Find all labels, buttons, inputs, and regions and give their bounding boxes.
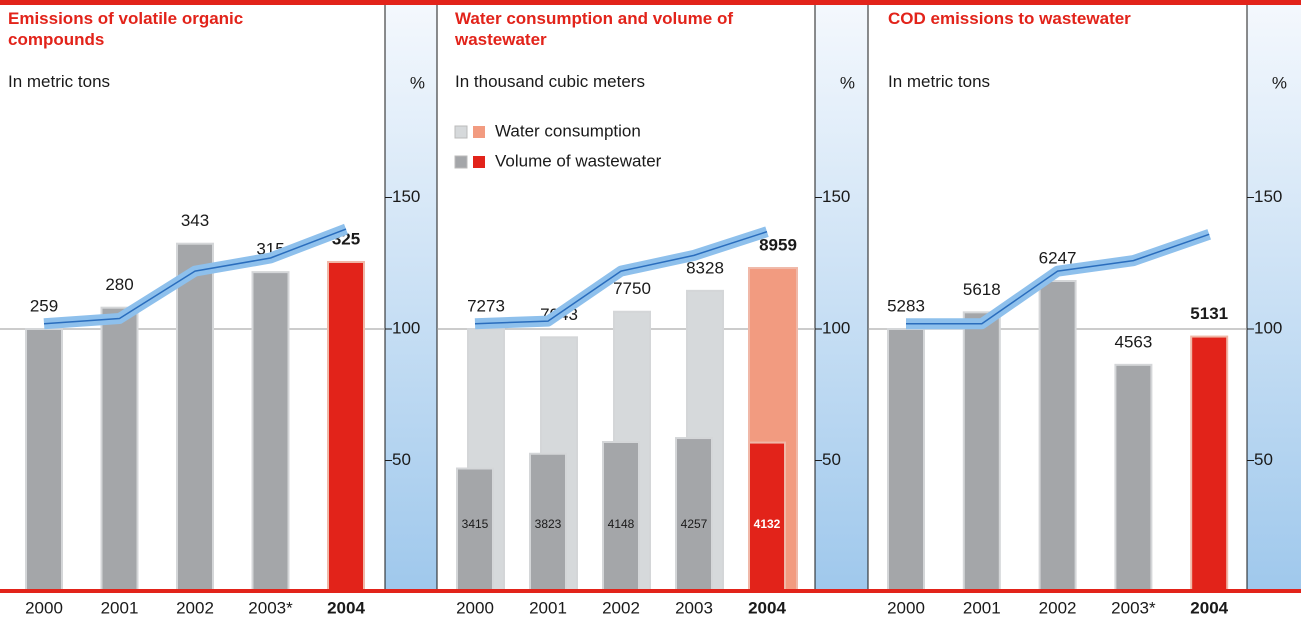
bar: [675, 437, 713, 593]
x-tick-label: 2002: [602, 598, 640, 617]
bar: [1114, 363, 1153, 593]
value-label: 4148: [608, 517, 635, 531]
x-tick-label: 2003*: [248, 598, 293, 617]
bar: [529, 452, 567, 593]
y2-tick-label: 50: [392, 450, 411, 469]
bar: [25, 328, 63, 593]
x-tick-label: 2002: [1039, 598, 1077, 617]
x-tick-label: 2004: [327, 598, 365, 617]
panel-title: Emissions of volatile organic compounds: [8, 9, 244, 49]
legend-swatch: [454, 155, 468, 169]
value-label: 5131: [1190, 304, 1228, 323]
percent-strip: [1247, 5, 1301, 592]
value-label: 259: [30, 296, 58, 315]
line: [906, 233, 1210, 325]
panel-title: Water consumption and volume of wastewat…: [455, 9, 733, 49]
x-tick-label: 2001: [529, 598, 567, 617]
legend-swatch: [454, 125, 468, 139]
legend-label: Water consumption: [495, 121, 641, 140]
panel-subtitle: In metric tons: [888, 72, 991, 91]
y2-tick-label: 150: [1254, 187, 1282, 206]
y2-tick-label: 100: [822, 318, 850, 337]
line: [43, 228, 347, 325]
value-label: 7750: [613, 279, 651, 298]
x-tick-label: 2002: [176, 598, 214, 617]
x-tick-label: 2004: [1190, 598, 1228, 617]
x-tick-label: 2000: [887, 598, 925, 617]
y2-tick-label: 150: [822, 187, 850, 206]
bar: [602, 441, 640, 593]
value-label: 280: [105, 275, 133, 294]
bar: [100, 306, 139, 593]
bar: [176, 242, 214, 593]
x-tick-label: 2003: [675, 598, 713, 617]
value-label: 8328: [686, 258, 724, 277]
line: [474, 230, 768, 325]
value-label: 343: [181, 211, 209, 230]
y2-tick-label: 100: [392, 318, 420, 337]
percent-strip: [385, 5, 437, 592]
y2-tick-label: 100: [1254, 318, 1282, 337]
value-label: 3415: [462, 517, 489, 531]
x-tick-label: 2001: [963, 598, 1001, 617]
value-label: 4257: [681, 517, 708, 531]
panel-subtitle: In metric tons: [8, 72, 111, 91]
value-label: 6247: [1039, 248, 1077, 267]
value-label: 7273: [467, 296, 505, 315]
value-label: 3823: [535, 517, 562, 531]
legend-label: Volume of wastewater: [495, 151, 662, 170]
y2-tick-label: 150: [392, 187, 420, 206]
legend-swatch: [473, 156, 485, 168]
x-tick-label: 2000: [25, 598, 63, 617]
bar: [962, 311, 1001, 593]
y2-axis-label: %: [410, 73, 425, 92]
panel-title: COD emissions to wastewater: [888, 9, 1131, 28]
y2-axis-label: %: [1272, 73, 1287, 92]
y2-tick-label: 50: [822, 450, 841, 469]
bottom-rule: [0, 589, 1301, 593]
value-label: 5618: [963, 280, 1001, 299]
bar: [1038, 280, 1077, 593]
legend-swatch: [473, 126, 485, 138]
bar: [327, 260, 365, 593]
value-label: 8959: [759, 236, 797, 255]
top-rule: [0, 0, 1301, 5]
bar: [1190, 335, 1229, 594]
bar: [251, 271, 290, 593]
x-tick-label: 2003*: [1111, 598, 1156, 617]
y2-axis-label: %: [840, 73, 855, 92]
x-tick-label: 2004: [748, 598, 786, 617]
x-tick-label: 2001: [101, 598, 139, 617]
percent-strip: [815, 5, 868, 592]
bar: [887, 328, 925, 593]
panel-subtitle: In thousand cubic meters: [455, 72, 645, 91]
value-label: 4132: [754, 517, 781, 531]
x-tick-label: 2000: [456, 598, 494, 617]
value-label: 4563: [1114, 332, 1152, 351]
y2-tick-label: 50: [1254, 450, 1273, 469]
value-label: 5283: [887, 296, 925, 315]
